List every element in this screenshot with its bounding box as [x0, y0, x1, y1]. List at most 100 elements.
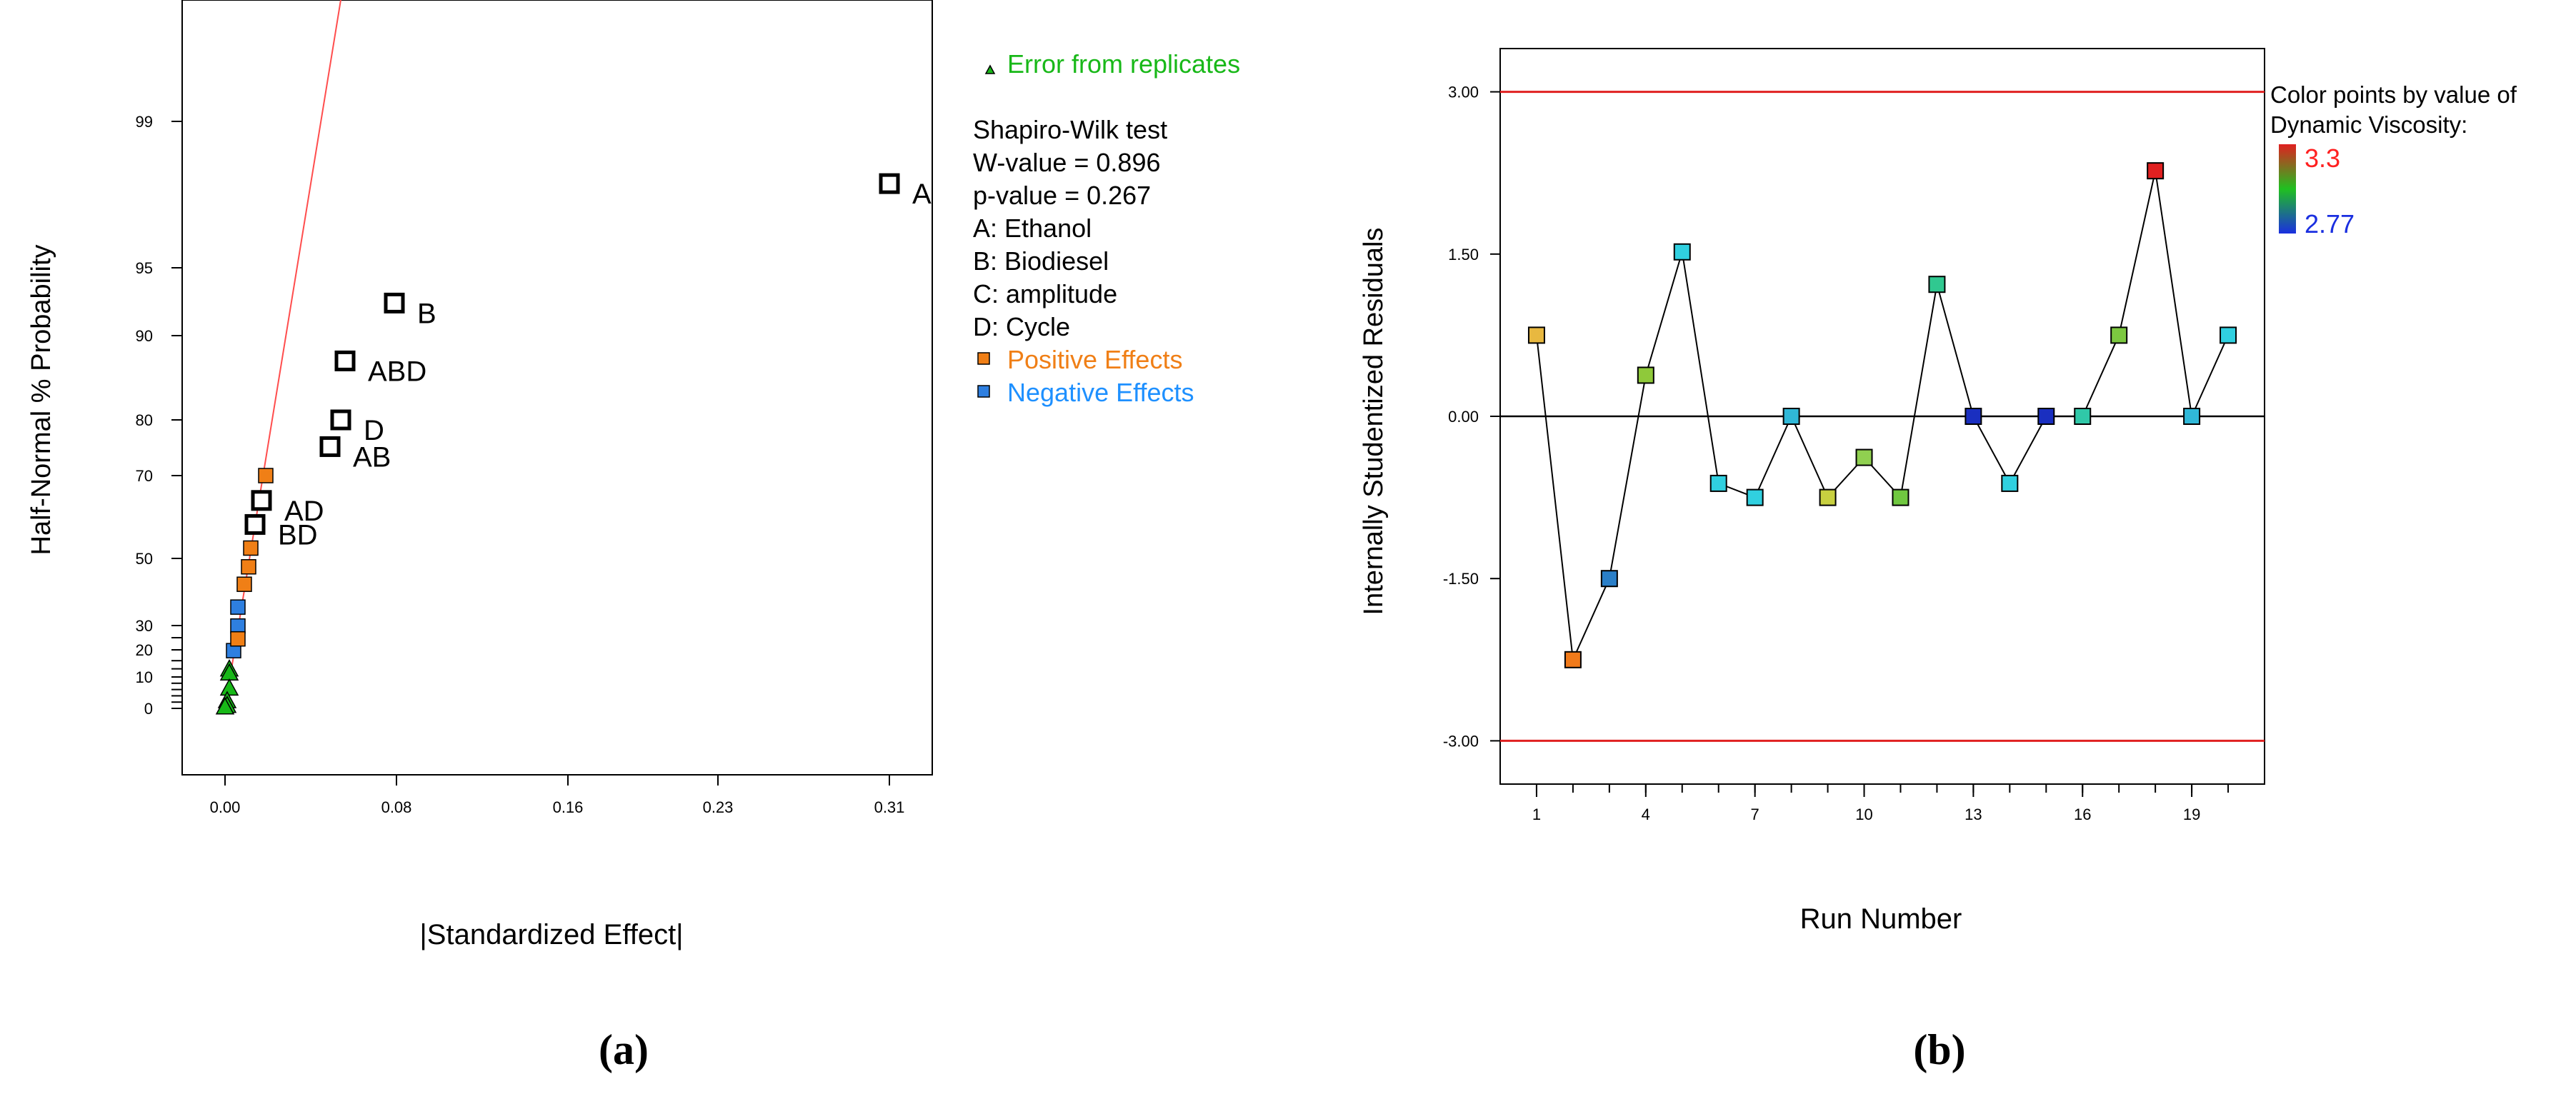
- residual-point: [1965, 408, 1982, 425]
- y-tick-label-a: 99: [136, 113, 153, 131]
- positive-effect-point: [258, 468, 274, 483]
- y-axis-label-b: Internally Studentized Residuals: [1359, 228, 1389, 616]
- residual-point: [2220, 326, 2237, 344]
- effect-point-a: [879, 173, 900, 194]
- panel-label-a: (a): [599, 1026, 649, 1073]
- x-axis-label-a: |Standardized Effect|: [419, 919, 683, 950]
- effect-label-ab: AB: [353, 441, 391, 473]
- residual-line: [1535, 170, 2229, 663]
- negative-legend-marker: [977, 385, 990, 398]
- y-tick-label-b: 1.50: [1448, 246, 1479, 264]
- y-tick-label-a: 95: [136, 259, 153, 277]
- effect-label-abd: ABD: [368, 356, 426, 387]
- x-tick-label-b: 1: [1532, 806, 1541, 823]
- negative-effect-point: [230, 618, 246, 634]
- y-tick-label-b: 0.00: [1448, 408, 1479, 426]
- effect-point-abd: [334, 350, 356, 371]
- x-tick-label-b: 7: [1751, 806, 1759, 823]
- effect-label-bd: BD: [278, 519, 318, 551]
- effect-label-ad: AD: [284, 496, 324, 527]
- residual-point: [1600, 570, 1618, 588]
- legend-negative-label: Negative Effects: [1007, 378, 1194, 407]
- residual-point: [1782, 408, 1800, 425]
- residual-point: [2001, 474, 2019, 492]
- residual-point: [2037, 408, 2055, 425]
- x-tick-label-b: 19: [2183, 806, 2200, 823]
- effect-label-d: D: [364, 415, 384, 446]
- legend-factor-c: C: amplitude: [973, 279, 1117, 308]
- x-tick-label-a: 0.31: [874, 798, 905, 816]
- x-tick-label-b: 4: [1642, 806, 1650, 823]
- residual-point: [1527, 326, 1545, 344]
- x-tick-label-b: 13: [1965, 806, 1982, 823]
- legend-b-title-line2: Dynamic Viscosity:: [2270, 111, 2467, 138]
- legend-error-label: Error from replicates: [1007, 49, 1240, 79]
- residual-point: [2183, 408, 2201, 425]
- y-tick-label-a: 90: [136, 327, 153, 345]
- effect-point-bd: [244, 513, 266, 535]
- x-tick-label-a: 0.00: [210, 798, 241, 816]
- y-tick-label-b: -1.50: [1443, 570, 1479, 588]
- plot-a-frame: [181, 0, 933, 776]
- y-tick-label-b: 3.00: [1448, 84, 1479, 101]
- legend-factor-a: A: Ethanol: [973, 214, 1092, 243]
- residual-point: [1928, 276, 1946, 293]
- residual-point: [1819, 488, 1837, 506]
- legend-w-value: W-value = 0.896: [973, 148, 1161, 177]
- x-axis-label-b: Run Number: [1800, 903, 1962, 935]
- effect-point-d: [330, 409, 351, 431]
- residuals-plot-panel: -3.00 -1.50 0.00 1.50 3.00 1 4 7 10 13 16 19 Inter…: [1359, 48, 2517, 1073]
- y-tick-label-b: -3.00: [1443, 732, 1479, 750]
- residual-point: [1892, 488, 1909, 506]
- residual-point: [2110, 326, 2128, 344]
- legend-b: Color points by value of Dynamic Viscosi…: [2270, 81, 2517, 239]
- effect-label-b: B: [417, 298, 436, 329]
- effect-point-ad: [251, 490, 272, 511]
- x-tick-label-a: 0.23: [703, 798, 734, 816]
- y-tick-label-a: 30: [136, 617, 153, 635]
- y-tick-label-a: 0: [144, 700, 153, 718]
- legend-factor-b: B: Biodiesel: [973, 246, 1109, 276]
- positive-effect-point: [236, 576, 252, 592]
- color-scale-max-label: 3.3: [2305, 144, 2340, 173]
- positive-effect-point: [230, 631, 246, 647]
- negative-effect-point: [230, 599, 246, 615]
- y-tick-label-a: 50: [136, 550, 153, 568]
- residual-point: [2074, 408, 2092, 425]
- x-tick-label-a: 0.08: [381, 798, 412, 816]
- positive-legend-marker: [977, 352, 990, 365]
- legend-b-title-line1: Color points by value of: [2270, 81, 2517, 108]
- error-legend-marker: [984, 64, 996, 74]
- residual-point: [1709, 474, 1727, 492]
- y-tick-label-a: 20: [136, 641, 153, 659]
- residual-point: [1746, 488, 1764, 506]
- half-normal-plot-panel: 0 10 20 30 50 70 80 90 95 99 0.00 0.08 0.16 0.23 0.31…: [26, 0, 1240, 1073]
- legend-test-title: Shapiro-Wilk test: [973, 115, 1167, 144]
- color-scale-bar: [2279, 144, 2296, 234]
- effect-label-a: A: [912, 179, 932, 210]
- legend-p-value: p-value = 0.267: [973, 181, 1151, 210]
- error-replicate-point: [219, 678, 239, 696]
- y-tick-label-a: 80: [136, 411, 153, 429]
- residual-point: [1637, 366, 1654, 384]
- legend-factor-d: D: Cycle: [973, 312, 1070, 341]
- legend-positive-label: Positive Effects: [1007, 345, 1182, 374]
- y-tick-label-a: 70: [136, 467, 153, 485]
- effect-point-ab: [319, 436, 341, 457]
- y-axis-label-a: Half-Normal % Probability: [26, 244, 56, 555]
- x-tick-label-b: 16: [2074, 806, 2091, 823]
- x-tick-label-b: 10: [1855, 806, 1872, 823]
- residual-point: [1564, 651, 1582, 668]
- x-tick-label-a: 0.16: [553, 798, 584, 816]
- legend-a: Error from replicates Shapiro-Wilk test …: [973, 49, 1240, 407]
- color-scale-min-label: 2.77: [2305, 209, 2355, 239]
- residual-point: [2147, 162, 2165, 180]
- panel-label-b: (b): [1913, 1026, 1965, 1073]
- positive-effect-point: [241, 559, 256, 575]
- positive-effect-point: [243, 540, 259, 556]
- residual-point: [1673, 243, 1691, 261]
- effect-point-b: [384, 292, 405, 313]
- y-tick-label-a: 10: [136, 668, 153, 686]
- error-replicate-point: [215, 697, 235, 715]
